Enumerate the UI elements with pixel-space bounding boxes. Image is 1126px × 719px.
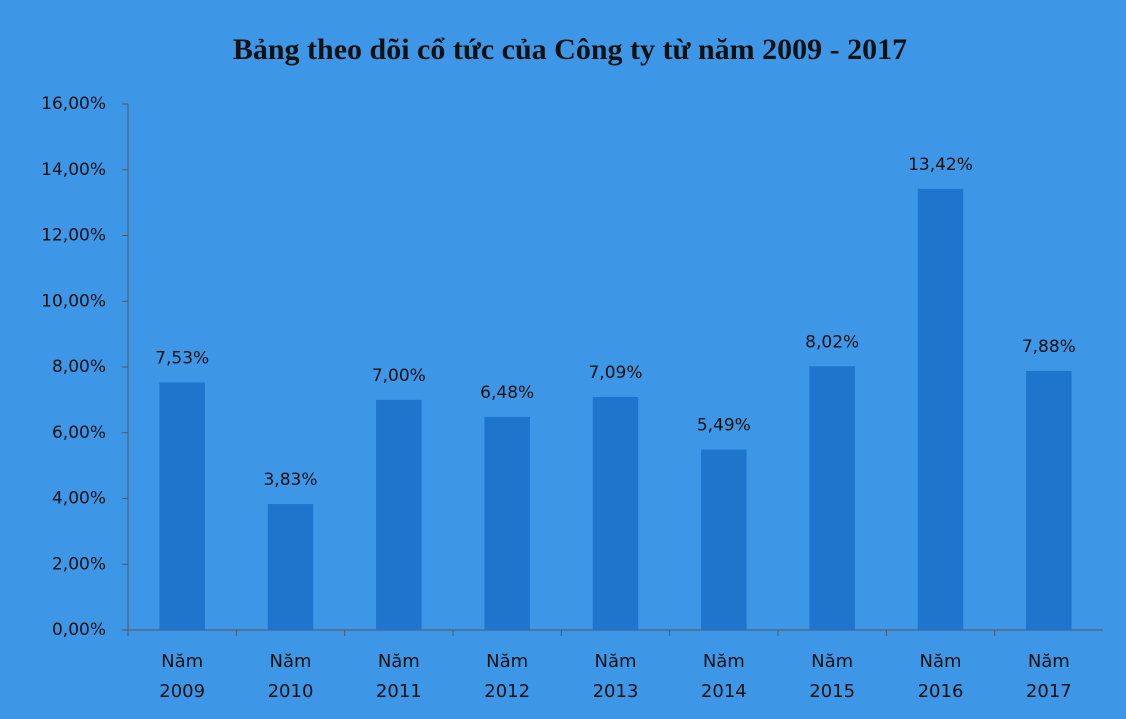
- x-tick-label: Năm 2013: [592, 651, 639, 702]
- data-label: 3,83%: [263, 470, 317, 490]
- x-tick-label: Năm 2014: [700, 651, 747, 702]
- data-label: 5,49%: [697, 416, 751, 436]
- bar: [1026, 370, 1072, 630]
- y-tick-label: 14,00%: [41, 160, 106, 180]
- bar: [484, 416, 530, 630]
- bar: [701, 449, 747, 630]
- x-tick-label: Năm 2015: [809, 651, 856, 702]
- bar: [592, 396, 639, 630]
- y-tick-label: 2,00%: [52, 554, 106, 574]
- x-tick-label: Năm 2010: [267, 651, 314, 702]
- data-label: 7,00%: [372, 366, 426, 386]
- data-label: 7,09%: [588, 363, 642, 383]
- data-label: 7,88%: [1022, 337, 1076, 357]
- data-label: 6,48%: [480, 383, 534, 403]
- x-tick-label: Năm 2009: [159, 651, 206, 702]
- y-tick-label: 4,00%: [52, 489, 106, 509]
- bar: [376, 399, 422, 630]
- x-tick-label: Năm 2012: [484, 651, 531, 702]
- x-tick-label: Năm 2017: [1025, 651, 1072, 702]
- bar: [809, 366, 855, 630]
- data-label: 8,02%: [805, 332, 859, 352]
- y-tick-label: 0,00%: [52, 620, 106, 640]
- data-label: 7,53%: [155, 348, 209, 368]
- y-tick-label: 6,00%: [52, 423, 106, 443]
- bar: [917, 188, 964, 630]
- y-tick-label: 16,00%: [41, 94, 106, 114]
- bar: [159, 382, 205, 630]
- y-tick-label: 10,00%: [41, 291, 106, 311]
- bar: [267, 504, 314, 630]
- chart-title: Bảng theo dõi cổ tức của Công ty từ năm …: [233, 33, 907, 66]
- data-label: 13,42%: [908, 155, 973, 175]
- y-tick-label: 8,00%: [52, 357, 106, 377]
- x-tick-label: Năm 2011: [375, 651, 422, 702]
- x-tick-label: Năm 2016: [917, 651, 964, 702]
- y-tick-label: 12,00%: [41, 226, 106, 246]
